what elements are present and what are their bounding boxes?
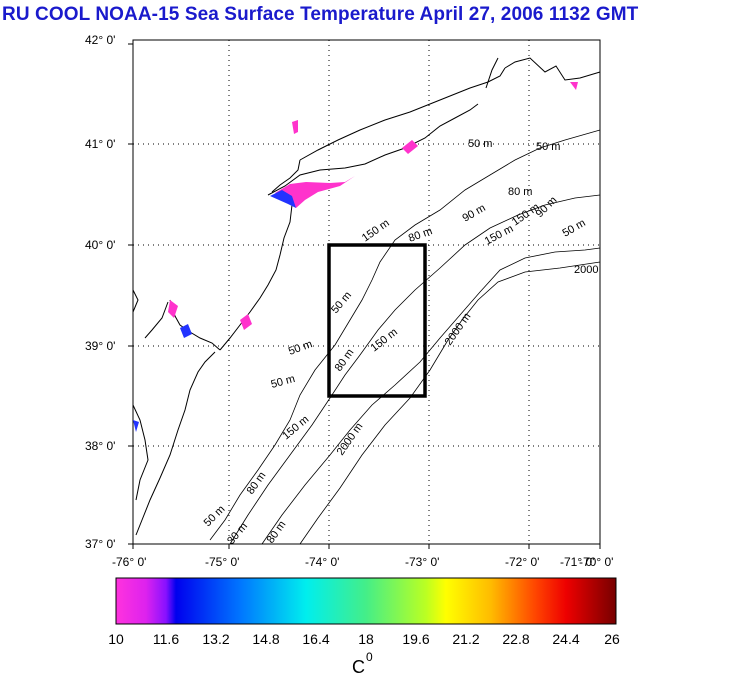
colorbar-tick-label: 14.8 xyxy=(252,631,279,647)
map-frame xyxy=(132,39,601,545)
colorbar-ticks: 10 11.6 13.2 14.8 16.4 18 19.6 21.2 22.8… xyxy=(108,631,620,647)
lon-label-73: -73° 0' xyxy=(405,555,439,569)
contour-label: 80 m xyxy=(508,186,532,198)
lat-label-37: 37° 0' xyxy=(85,537,115,551)
lon-label-74: -74° 0' xyxy=(305,555,339,569)
lat-label-41: 41° 0' xyxy=(85,137,115,151)
colorbar-tick-label: 19.6 xyxy=(402,631,429,647)
study-area-box xyxy=(327,243,427,398)
lat-label-40: 40° 0' xyxy=(85,238,115,252)
lat-label-38: 38° 0' xyxy=(85,439,115,453)
tick-marks xyxy=(128,43,601,549)
contour-label: 2000 xyxy=(574,264,598,276)
colorbar-tick-label: 10 xyxy=(108,631,124,647)
lon-label-72: -72° 0' xyxy=(505,555,539,569)
colorbar-tick-label: 26 xyxy=(604,631,620,647)
map-title: RU COOL NOAA-15 Sea Surface Temperature … xyxy=(2,4,639,25)
coastline xyxy=(132,57,601,536)
grid-lines xyxy=(133,40,600,544)
colorbar xyxy=(115,577,617,625)
colorbar-unit: C xyxy=(352,657,365,677)
colorbar-unit-superscript: 0 xyxy=(366,650,373,664)
contour-label: 50 m xyxy=(536,141,560,153)
contour-label: 50 m xyxy=(468,138,492,150)
colorbar-tick-label: 13.2 xyxy=(202,631,229,647)
sst-patches xyxy=(133,82,578,432)
lat-label-39: 39° 0' xyxy=(85,339,115,353)
colorbar-tick-label: 24.4 xyxy=(552,631,579,647)
bathymetry-contours xyxy=(209,129,601,545)
colorbar-tick-label: 16.4 xyxy=(302,631,329,647)
lon-label-75: -75° 0' xyxy=(205,555,239,569)
lon-label-71: -71° 0' xyxy=(560,555,594,569)
colorbar-tick-label: 22.8 xyxy=(502,631,529,647)
lon-label-76: -76° 0' xyxy=(112,555,146,569)
colorbar-tick-label: 18 xyxy=(358,631,374,647)
lat-label-42: 42° 0' xyxy=(85,33,115,47)
lon-label-70: -70° 0' xyxy=(579,555,613,569)
colorbar-tick-label: 21.2 xyxy=(452,631,479,647)
colorbar-tick-label: 11.6 xyxy=(153,631,179,647)
